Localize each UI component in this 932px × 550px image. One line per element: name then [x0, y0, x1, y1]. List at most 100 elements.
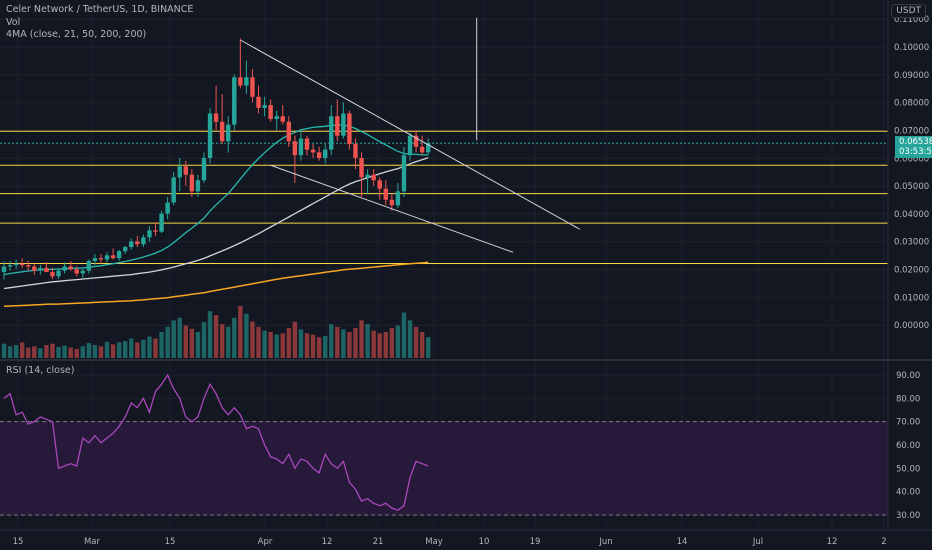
volume-bar: [159, 332, 164, 358]
time-tick-label: 21: [373, 537, 384, 547]
candle-body: [116, 251, 122, 259]
price-tick-label: 0.04000: [894, 210, 929, 220]
candle: [232, 74, 237, 131]
rsi-tick-label: 60.00: [896, 441, 920, 451]
candle: [310, 144, 316, 158]
price-axis[interactable]: 0.11000 0.10000 0.09000 0.08000 0.07000 0.060…: [894, 15, 929, 331]
candle: [353, 138, 358, 170]
price-tick-label: 0.09000: [894, 71, 929, 81]
candle: [62, 262, 67, 274]
candle: [322, 144, 328, 164]
candle-body: [13, 263, 19, 266]
price-tick-label: 0.08000: [894, 99, 929, 109]
volume-bar: [141, 339, 146, 358]
candle: [80, 267, 85, 278]
candle: [401, 146, 407, 197]
volume-bar: [250, 321, 255, 358]
candle: [26, 260, 31, 271]
volume-bar: [26, 347, 31, 358]
candle: [68, 260, 73, 271]
horizontal-levels[interactable]: [0, 130, 888, 264]
volume-bar: [68, 347, 73, 358]
symbol-title[interactable]: Celer Network / TetherUS, 1D, BINANCE: [6, 4, 194, 15]
volume-bar: [322, 335, 328, 358]
candle: [213, 85, 219, 131]
ma-legend[interactable]: 4MA (close, 21, 50, 200, 200): [6, 29, 147, 40]
candle-body: [280, 116, 285, 122]
candle: [98, 253, 104, 264]
volume-bar: [226, 326, 231, 358]
time-tick-label: Jul: [752, 537, 763, 547]
price-tick-label: 0.03000: [894, 238, 929, 248]
volume-bar: [98, 346, 104, 358]
rsi-tick-label: 30.00: [896, 511, 920, 521]
candle: [256, 85, 261, 114]
candle: [165, 196, 170, 220]
candle-body: [92, 258, 98, 261]
candle: [141, 234, 146, 248]
candle-body: [298, 138, 304, 156]
candle-body: [207, 113, 213, 158]
candle-body: [389, 199, 395, 206]
volume-bar: [110, 344, 116, 358]
candle-body: [407, 135, 413, 156]
candle: [50, 267, 55, 280]
time-axis[interactable]: 15 Mar 15 Apr 12 21 May 10 19 Jun 14 Jul 12 2: [13, 537, 887, 547]
candle: [426, 138, 431, 156]
candle-body: [377, 180, 382, 189]
candle: [250, 68, 255, 103]
price-tick-label: 0.05000: [894, 182, 929, 192]
candle: [316, 146, 322, 161]
volume-legend[interactable]: Vol: [6, 17, 21, 28]
volume-bar: [329, 324, 334, 358]
candle: [104, 252, 110, 263]
volume-bar: [195, 332, 201, 358]
candle-body: [189, 174, 195, 192]
volume-bar: [62, 345, 67, 358]
candle: [359, 152, 364, 197]
volume-bar: [238, 306, 243, 358]
candle-body: [335, 116, 340, 136]
volume-bar: [286, 328, 292, 358]
moving-averages: [3, 124, 429, 308]
candle: [268, 99, 273, 122]
price-tick-label: 0.07000: [894, 126, 929, 136]
rsi-tick-label: 50.00: [896, 464, 920, 474]
candle-body: [286, 121, 292, 142]
candle: [347, 110, 352, 150]
candle: [383, 180, 388, 206]
candle-body: [262, 105, 267, 108]
currency-badge[interactable]: USDT: [891, 4, 926, 18]
trendlines[interactable]: [240, 17, 580, 253]
rsi-path: [3, 373, 429, 512]
rsi-tick-label: 40.00: [896, 488, 920, 498]
candle: [377, 177, 382, 200]
candle-body: [304, 138, 310, 150]
rsi-tick-label: 90.00: [896, 371, 920, 381]
candle: [135, 235, 140, 248]
candle-body: [104, 255, 110, 260]
candle: [189, 169, 195, 197]
candle-body: [401, 155, 407, 192]
candle: [207, 107, 213, 164]
candle-body: [129, 241, 134, 248]
candle-body: [177, 166, 182, 178]
candle-body: [195, 180, 201, 192]
volume-bar: [347, 332, 352, 358]
candle: [153, 221, 158, 236]
time-tick-label: 12: [827, 537, 838, 547]
volume-bar: [244, 313, 249, 358]
volume-bar: [407, 320, 413, 358]
rsi-legend[interactable]: RSI (14, close): [6, 365, 75, 376]
candle-body: [159, 213, 164, 232]
rsi-band: [0, 421, 888, 515]
candle: [13, 259, 19, 270]
candles[interactable]: [1, 38, 431, 280]
candle: [32, 263, 37, 275]
candle: [238, 38, 243, 89]
candle-body: [123, 247, 128, 252]
rsi-axis[interactable]: 90.00 80.00 70.00 60.00 50.00 40.00 30.00: [896, 371, 920, 521]
volume-bar: [232, 317, 237, 358]
trendline: [270, 164, 514, 253]
